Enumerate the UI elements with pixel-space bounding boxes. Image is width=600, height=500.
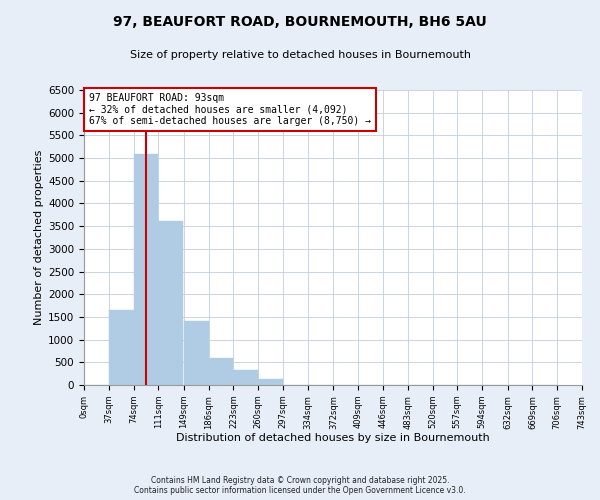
Bar: [134, 154, 158, 385]
Bar: [209, 358, 233, 385]
Bar: [233, 370, 258, 385]
Bar: [158, 220, 183, 385]
Text: 97 BEAUFORT ROAD: 93sqm
← 32% of detached houses are smaller (4,092)
67% of semi: 97 BEAUFORT ROAD: 93sqm ← 32% of detache…: [89, 93, 371, 126]
Text: Size of property relative to detached houses in Bournemouth: Size of property relative to detached ho…: [130, 50, 470, 60]
Bar: [258, 378, 283, 385]
Y-axis label: Number of detached properties: Number of detached properties: [34, 150, 44, 325]
Text: Contains HM Land Registry data © Crown copyright and database right 2025.
Contai: Contains HM Land Registry data © Crown c…: [134, 476, 466, 495]
Text: 97, BEAUFORT ROAD, BOURNEMOUTH, BH6 5AU: 97, BEAUFORT ROAD, BOURNEMOUTH, BH6 5AU: [113, 15, 487, 29]
X-axis label: Distribution of detached houses by size in Bournemouth: Distribution of detached houses by size …: [176, 433, 490, 443]
Bar: [109, 310, 134, 385]
Bar: [184, 320, 209, 385]
